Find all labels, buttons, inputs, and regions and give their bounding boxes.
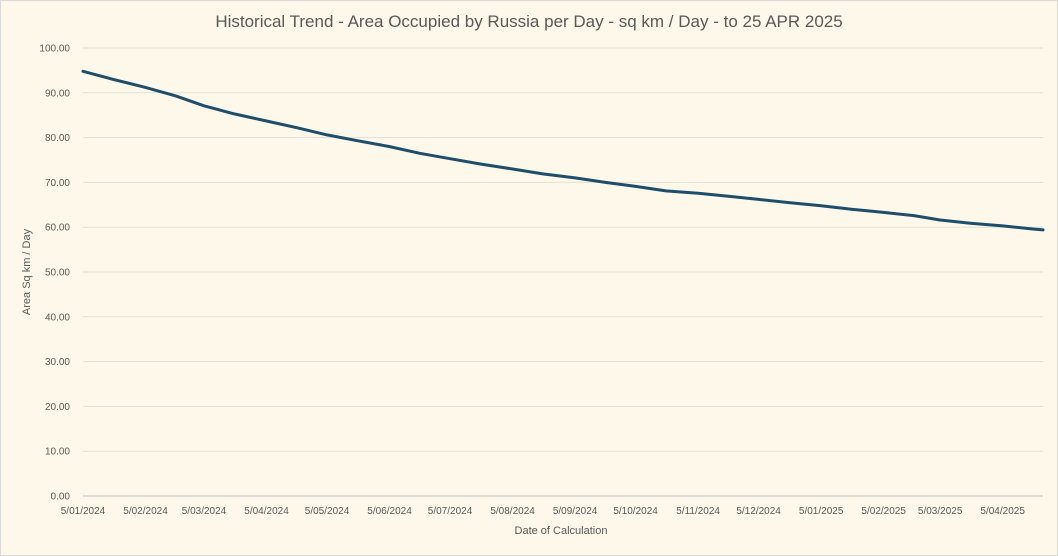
- y-tick-label: 0.00: [51, 492, 71, 503]
- x-tick-label: 5/03/2024: [182, 506, 227, 517]
- x-tick-label: 5/02/2025: [861, 506, 906, 517]
- x-tick-label: 5/01/2025: [799, 506, 844, 517]
- y-tick-label: 100.00: [39, 44, 70, 55]
- y-tick-label: 60.00: [45, 223, 70, 234]
- x-tick-label: 5/06/2024: [367, 506, 412, 517]
- y-tick-label: 80.00: [45, 133, 70, 144]
- x-axis-ticks: 5/01/2024 5/02/2024 5/03/2024 5/04/2024 5/05…: [61, 506, 1026, 517]
- series-lines: [81, 69, 1045, 232]
- gridlines: [83, 47, 1043, 497]
- y-tick-label: 30.00: [45, 357, 70, 368]
- x-tick-label: 5/04/2025: [980, 506, 1025, 517]
- y-tick-label: 50.00: [45, 268, 70, 279]
- x-axis-title: Date of Calculation: [514, 525, 608, 537]
- x-tick-label: 5/07/2024: [428, 506, 473, 517]
- y-tick-label: 20.00: [45, 402, 70, 413]
- x-tick-label: 5/02/2024: [123, 506, 168, 517]
- x-tick-label: 5/12/2024: [736, 506, 781, 517]
- y-tick-label: 70.00: [45, 178, 70, 189]
- y-axis-ticks: 0.00 10.00 20.00 30.00 40.00 50.00 60.00 70.00 8…: [39, 44, 70, 503]
- x-tick-label: 5/10/2024: [613, 506, 658, 517]
- chart-title: Historical Trend - Area Occupied by Russ…: [215, 12, 843, 31]
- x-tick-label: 5/04/2024: [244, 506, 289, 517]
- x-tick-label: 5/09/2024: [553, 506, 598, 517]
- x-tick-label: 5/01/2024: [61, 506, 106, 517]
- x-tick-label: 5/05/2024: [305, 506, 350, 517]
- x-tick-label: 5/03/2025: [918, 506, 963, 517]
- series-line: [81, 69, 1045, 232]
- x-tick-label: 5/08/2024: [490, 506, 535, 517]
- x-tick-label: 5/11/2024: [676, 506, 720, 517]
- y-tick-label: 40.00: [45, 312, 70, 323]
- y-tick-label: 10.00: [45, 447, 70, 458]
- y-tick-label: 90.00: [45, 88, 70, 99]
